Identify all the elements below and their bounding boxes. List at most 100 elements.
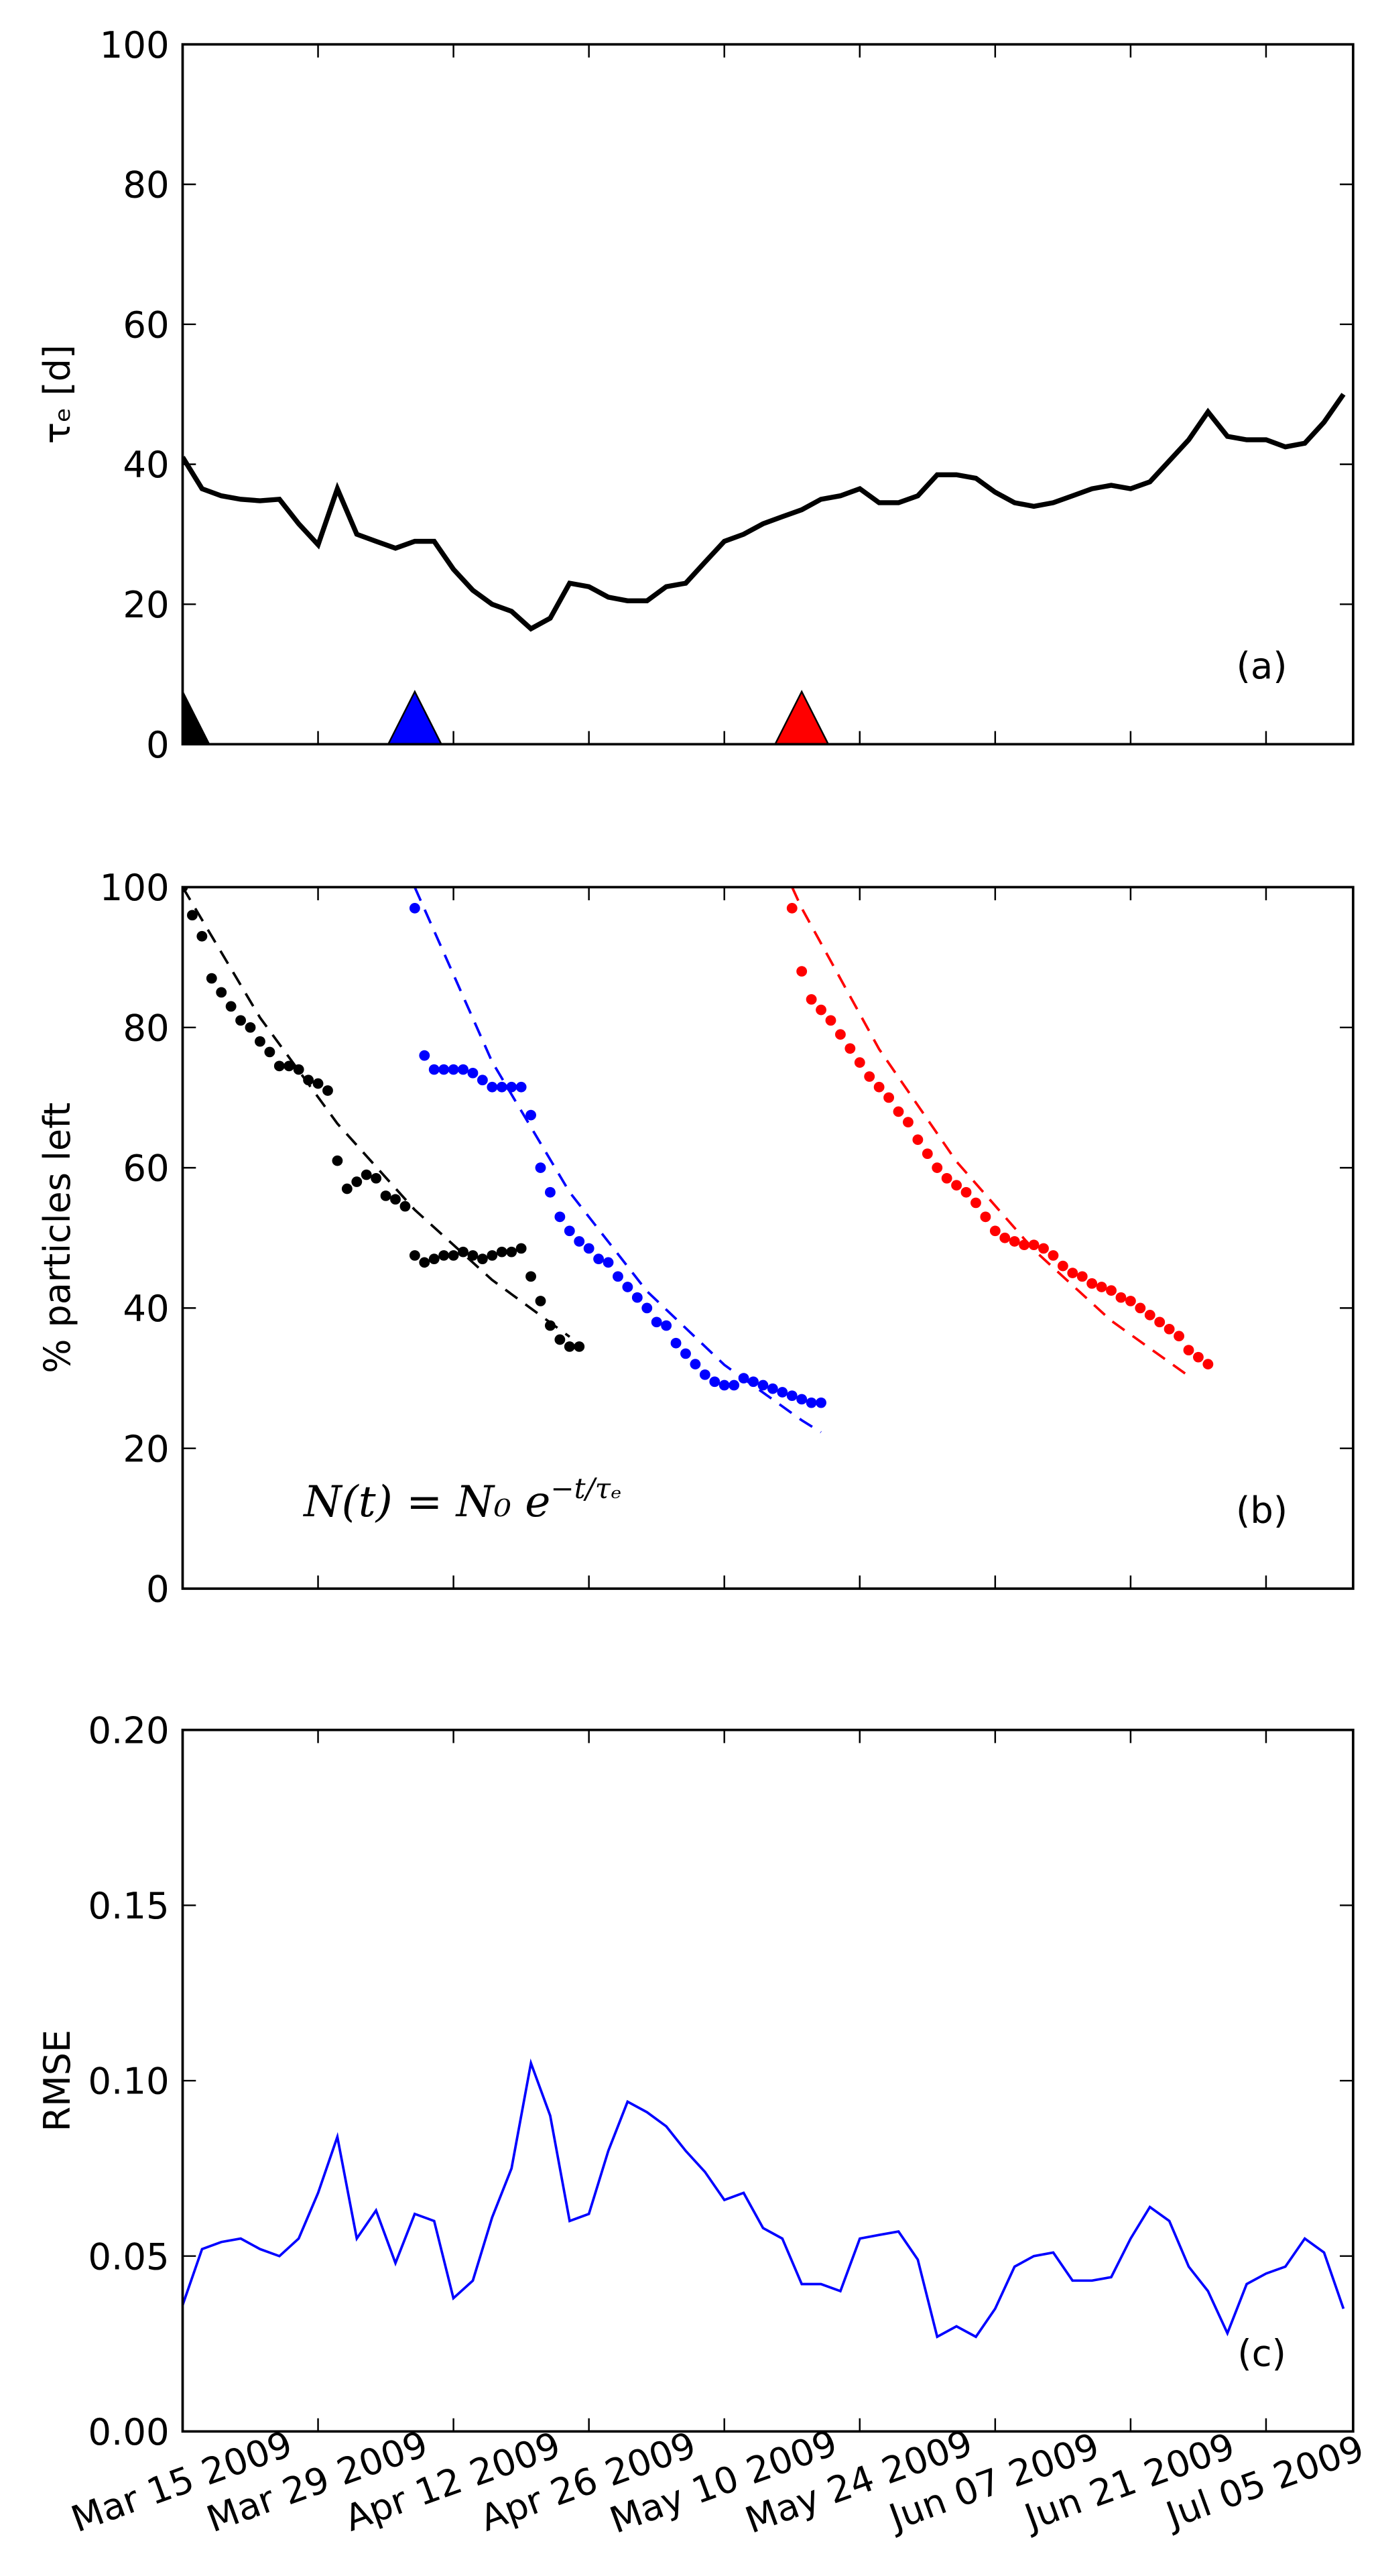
point bbox=[458, 1064, 468, 1075]
point bbox=[806, 1397, 817, 1408]
point bbox=[748, 1376, 759, 1388]
point bbox=[554, 1334, 566, 1345]
panel-label: (a) bbox=[1237, 645, 1288, 687]
point bbox=[293, 1064, 304, 1075]
point bbox=[1202, 1359, 1214, 1369]
y-tick-label: 0.05 bbox=[88, 2236, 169, 2278]
point bbox=[525, 1271, 536, 1282]
point bbox=[312, 1078, 324, 1089]
point bbox=[680, 1348, 691, 1359]
point bbox=[448, 1064, 459, 1075]
y-tick-label: 0.00 bbox=[88, 2411, 169, 2453]
point bbox=[235, 1015, 247, 1026]
panel-label: (c) bbox=[1237, 2333, 1286, 2375]
point bbox=[951, 1180, 962, 1191]
point bbox=[525, 1109, 536, 1121]
y-tick-label: 0.10 bbox=[88, 2061, 169, 2103]
axes-frame bbox=[181, 885, 1355, 1590]
point bbox=[622, 1282, 633, 1292]
point bbox=[690, 1359, 701, 1369]
point bbox=[409, 903, 420, 914]
point bbox=[718, 1379, 730, 1391]
point bbox=[903, 1117, 914, 1127]
point bbox=[303, 1075, 314, 1086]
point bbox=[670, 1337, 682, 1349]
point bbox=[438, 1064, 450, 1075]
point bbox=[341, 1183, 353, 1194]
axes-frame bbox=[181, 1728, 1355, 2433]
point bbox=[980, 1211, 991, 1223]
marker bbox=[774, 690, 830, 745]
plot-area bbox=[182, 887, 1214, 1434]
point bbox=[515, 1243, 527, 1254]
panel-label: (b) bbox=[1236, 1489, 1288, 1532]
point bbox=[806, 994, 817, 1005]
point bbox=[1028, 1239, 1040, 1251]
y-tick-label: 0 bbox=[146, 724, 170, 766]
point bbox=[834, 1029, 846, 1040]
point bbox=[458, 1246, 468, 1258]
point bbox=[535, 1162, 546, 1173]
plot-area bbox=[182, 2058, 1345, 2339]
point bbox=[515, 1081, 527, 1093]
point bbox=[941, 1172, 952, 1184]
point bbox=[777, 1387, 788, 1398]
point bbox=[970, 1197, 981, 1209]
point bbox=[496, 1081, 507, 1093]
point bbox=[574, 1341, 585, 1352]
y-tick-label: 20 bbox=[123, 584, 169, 626]
point bbox=[796, 966, 808, 977]
marker bbox=[387, 690, 442, 745]
y-tick-label: 40 bbox=[123, 1288, 169, 1330]
axes-frame bbox=[181, 43, 1355, 746]
point bbox=[932, 1162, 943, 1173]
point bbox=[399, 1201, 411, 1212]
point bbox=[564, 1225, 575, 1237]
point bbox=[999, 1232, 1011, 1243]
point bbox=[1154, 1316, 1166, 1328]
formula-main: N(t) = N₀ e bbox=[302, 1477, 550, 1527]
point bbox=[613, 1271, 623, 1282]
point bbox=[593, 1253, 605, 1264]
point bbox=[738, 1373, 749, 1384]
point bbox=[1057, 1260, 1068, 1272]
point bbox=[477, 1075, 488, 1086]
y-tick-label: 100 bbox=[100, 867, 170, 909]
point bbox=[854, 1057, 865, 1068]
y-tick-label: 0 bbox=[146, 1569, 170, 1611]
y-tick-label: 60 bbox=[123, 304, 169, 347]
point bbox=[467, 1250, 479, 1261]
point bbox=[332, 1155, 343, 1166]
point bbox=[554, 1211, 566, 1223]
point bbox=[284, 1060, 295, 1072]
point bbox=[535, 1296, 546, 1306]
y-tick-label: 0.20 bbox=[88, 1710, 169, 1752]
point bbox=[1174, 1331, 1184, 1342]
point bbox=[322, 1085, 333, 1096]
y-tick-label: 20 bbox=[123, 1428, 169, 1471]
point bbox=[351, 1176, 363, 1187]
point bbox=[574, 1236, 585, 1247]
point bbox=[893, 1106, 904, 1117]
point bbox=[264, 1046, 275, 1058]
y-tick-label: 0.15 bbox=[88, 1885, 169, 1927]
point bbox=[873, 1081, 885, 1093]
point bbox=[182, 887, 188, 893]
point bbox=[255, 1036, 265, 1047]
y-tick-label: 100 bbox=[100, 24, 170, 66]
point bbox=[390, 1194, 401, 1205]
point bbox=[699, 1369, 710, 1380]
y-tick-label: 60 bbox=[123, 1148, 169, 1190]
point bbox=[419, 1050, 430, 1061]
point bbox=[1067, 1268, 1078, 1278]
marker bbox=[182, 690, 210, 745]
y-tick-label: 80 bbox=[123, 164, 169, 206]
point bbox=[380, 1190, 391, 1201]
point bbox=[419, 1257, 430, 1268]
point bbox=[196, 930, 208, 942]
point bbox=[1076, 1271, 1088, 1282]
y-tick-label: 40 bbox=[123, 444, 169, 486]
point bbox=[487, 1081, 498, 1093]
point bbox=[1164, 1323, 1175, 1335]
